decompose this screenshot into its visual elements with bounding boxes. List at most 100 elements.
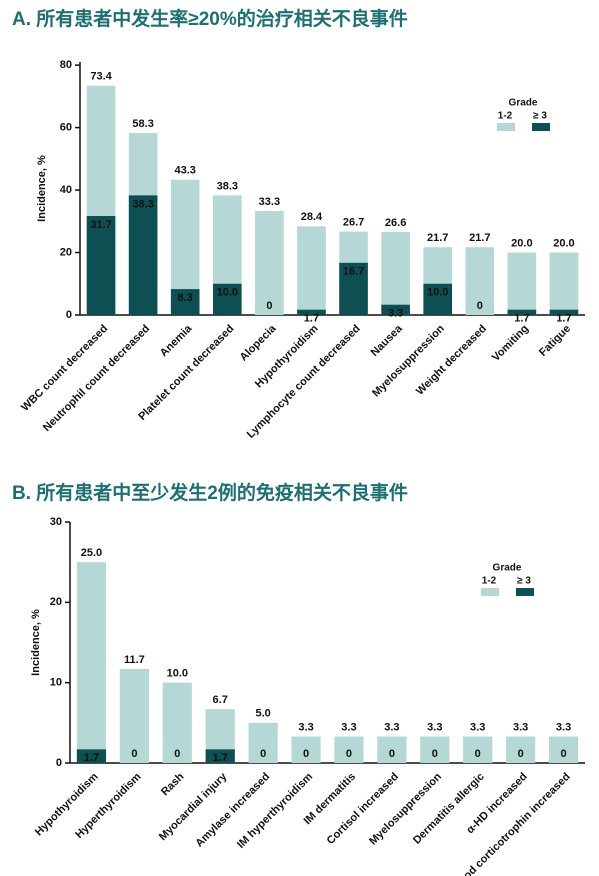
y-tick-label: 40 [60,184,72,196]
bar [377,736,407,763]
bar [465,247,495,315]
value-label: 6.7 [213,694,228,706]
legend-label: 1-2 [482,576,497,587]
bar [86,215,116,315]
chart-title: B. 所有患者中至少发生2例的免疫相关不良事件 [12,481,408,504]
legend-title: Grade [509,98,538,109]
y-tick-label: 20 [60,246,72,258]
bar [76,749,107,763]
value-label: 26.7 [343,217,364,229]
value-label: 10.0 [167,668,188,680]
value-label: 38.3 [217,180,238,192]
value-label: 3.3 [388,308,403,320]
y-tick-label: 30 [50,516,62,528]
value-label: 0 [260,748,266,760]
value-label: 20.0 [553,237,574,249]
value-label: 10.0 [217,287,238,299]
bar [507,309,537,315]
legend-swatch [516,588,534,596]
value-label: 38.3 [132,198,153,210]
y-tick-label: 0 [56,757,62,769]
value-label: 3.3 [513,721,528,733]
x-tick-label: Alopecia [238,322,280,364]
value-label: 1.7 [213,752,228,764]
bar [291,736,321,763]
value-label: 0 [560,748,566,760]
x-tick-label: Anemia [158,322,195,359]
value-label: 43.3 [174,165,195,177]
value-label: 0 [477,300,483,312]
bar [420,736,450,763]
bar [128,195,158,315]
x-tick-label: WBC count decreased [19,323,110,414]
value-label: 0 [303,748,309,760]
value-label: 0 [131,748,137,760]
x-tick-label: Cortisol increased [325,771,401,847]
x-tick-label: Myelosuppression [370,322,447,399]
y-tick-label: 0 [66,309,72,321]
x-tick-label: IM hyperthyroidism [235,771,315,851]
value-label: 0 [475,748,481,760]
x-tick-label: Vomiting [490,323,531,364]
value-label: 1.7 [514,313,529,325]
legend-label: ≥ 3 [533,111,547,122]
value-label: 58.3 [132,118,153,130]
value-label: 8.3 [178,292,193,304]
value-label: 3.3 [341,721,356,733]
legend-label: ≥ 3 [517,576,531,587]
value-label: 3.3 [427,721,442,733]
value-label: 3.3 [556,721,571,733]
x-tick-label: Amylase increased [193,771,272,850]
bar [381,304,410,315]
legend-swatch [481,588,499,596]
y-tick-label: 80 [60,59,72,71]
x-tick-label: Rash [159,770,187,798]
value-label: 0 [518,748,524,760]
bar [507,252,537,315]
legend-label: 1-2 [498,111,513,122]
value-label: 20.0 [511,237,532,249]
value-label: 0 [389,748,395,760]
x-tick-label: Fatigue [537,323,573,359]
value-label: 0 [346,748,352,760]
value-label: 0 [432,748,438,760]
y-tick-label: 60 [60,121,72,133]
bar [205,749,235,763]
bar [549,309,579,315]
bar [548,736,579,763]
bar [170,289,200,315]
y-axis-label: Incidence, % [36,155,48,222]
value-label: 5.0 [255,708,270,720]
value-label: 33.3 [259,196,280,208]
bar [334,736,364,763]
bar [463,736,493,763]
value-label: 1.7 [84,752,99,764]
value-label: 21.7 [427,232,448,244]
bar [297,226,326,315]
legend-swatch [497,123,515,131]
bar [119,669,149,763]
legend-swatch [532,123,550,131]
bar [549,252,579,315]
value-label: 3.3 [384,721,399,733]
value-label: 25.0 [81,547,102,559]
bar [297,309,326,315]
bar [162,682,192,763]
value-label: 73.4 [90,71,112,83]
y-tick-label: 10 [50,677,62,689]
value-label: 21.7 [469,232,490,244]
value-label: 16.7 [343,266,364,278]
bar [339,262,368,315]
value-label: 28.4 [301,211,323,223]
value-label: 0 [266,300,272,312]
chart-title: A. 所有患者中发生率≥20%的治疗相关不良事件 [12,7,408,30]
value-label: 11.7 [124,654,145,666]
value-label: 3.3 [470,721,485,733]
bar [255,210,284,315]
bar [76,562,107,763]
bar [212,283,242,315]
bar [381,231,410,315]
value-label: 26.6 [385,217,406,229]
y-tick-label: 20 [50,596,62,608]
